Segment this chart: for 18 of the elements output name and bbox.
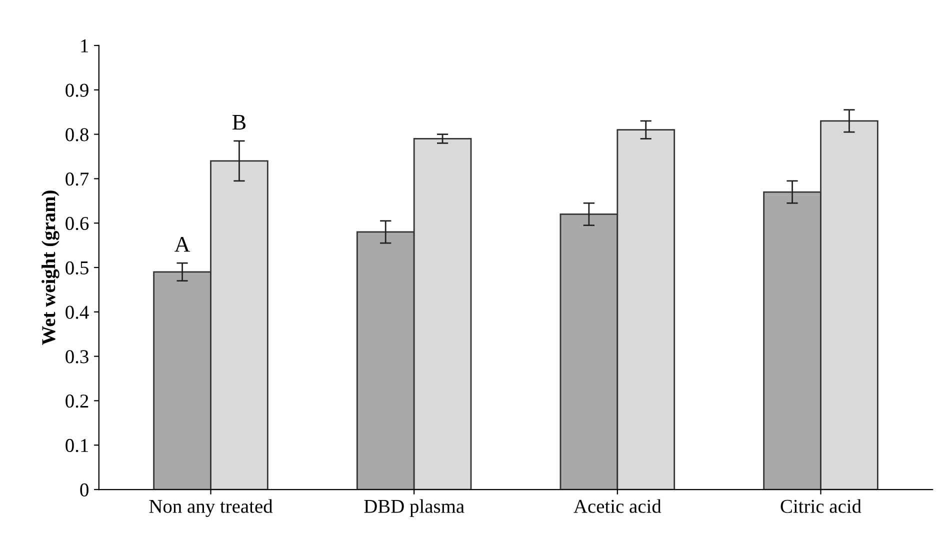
y-tick-label: 0.8 <box>66 128 88 142</box>
y-tick-label: 0.4 <box>66 306 89 319</box>
x-tick-label: Non any treated <box>149 499 273 517</box>
x-tick-label: DBD plasma <box>364 499 464 517</box>
y-tick-label: 0.3 <box>66 350 88 364</box>
y-tick-label: 0.2 <box>66 394 88 408</box>
y-tick-label: 1 <box>81 39 88 52</box>
y-tick-label: 0.7 <box>66 172 89 186</box>
y-tick-label: 0.9 <box>66 84 88 97</box>
x-tick-label: Citric acid <box>780 499 862 513</box>
y-tick-label: 0.1 <box>66 438 88 452</box>
y-tick-label: 0.5 <box>66 261 88 275</box>
y-axis-title: Wet weight (gram) <box>42 190 60 345</box>
annotation: A <box>174 236 190 252</box>
x-tick-label: Acetic acid <box>574 499 662 513</box>
y-tick-label: 0 <box>80 483 88 496</box>
y-tick-label: 0.6 <box>66 216 89 230</box>
annotation: B <box>232 115 246 130</box>
